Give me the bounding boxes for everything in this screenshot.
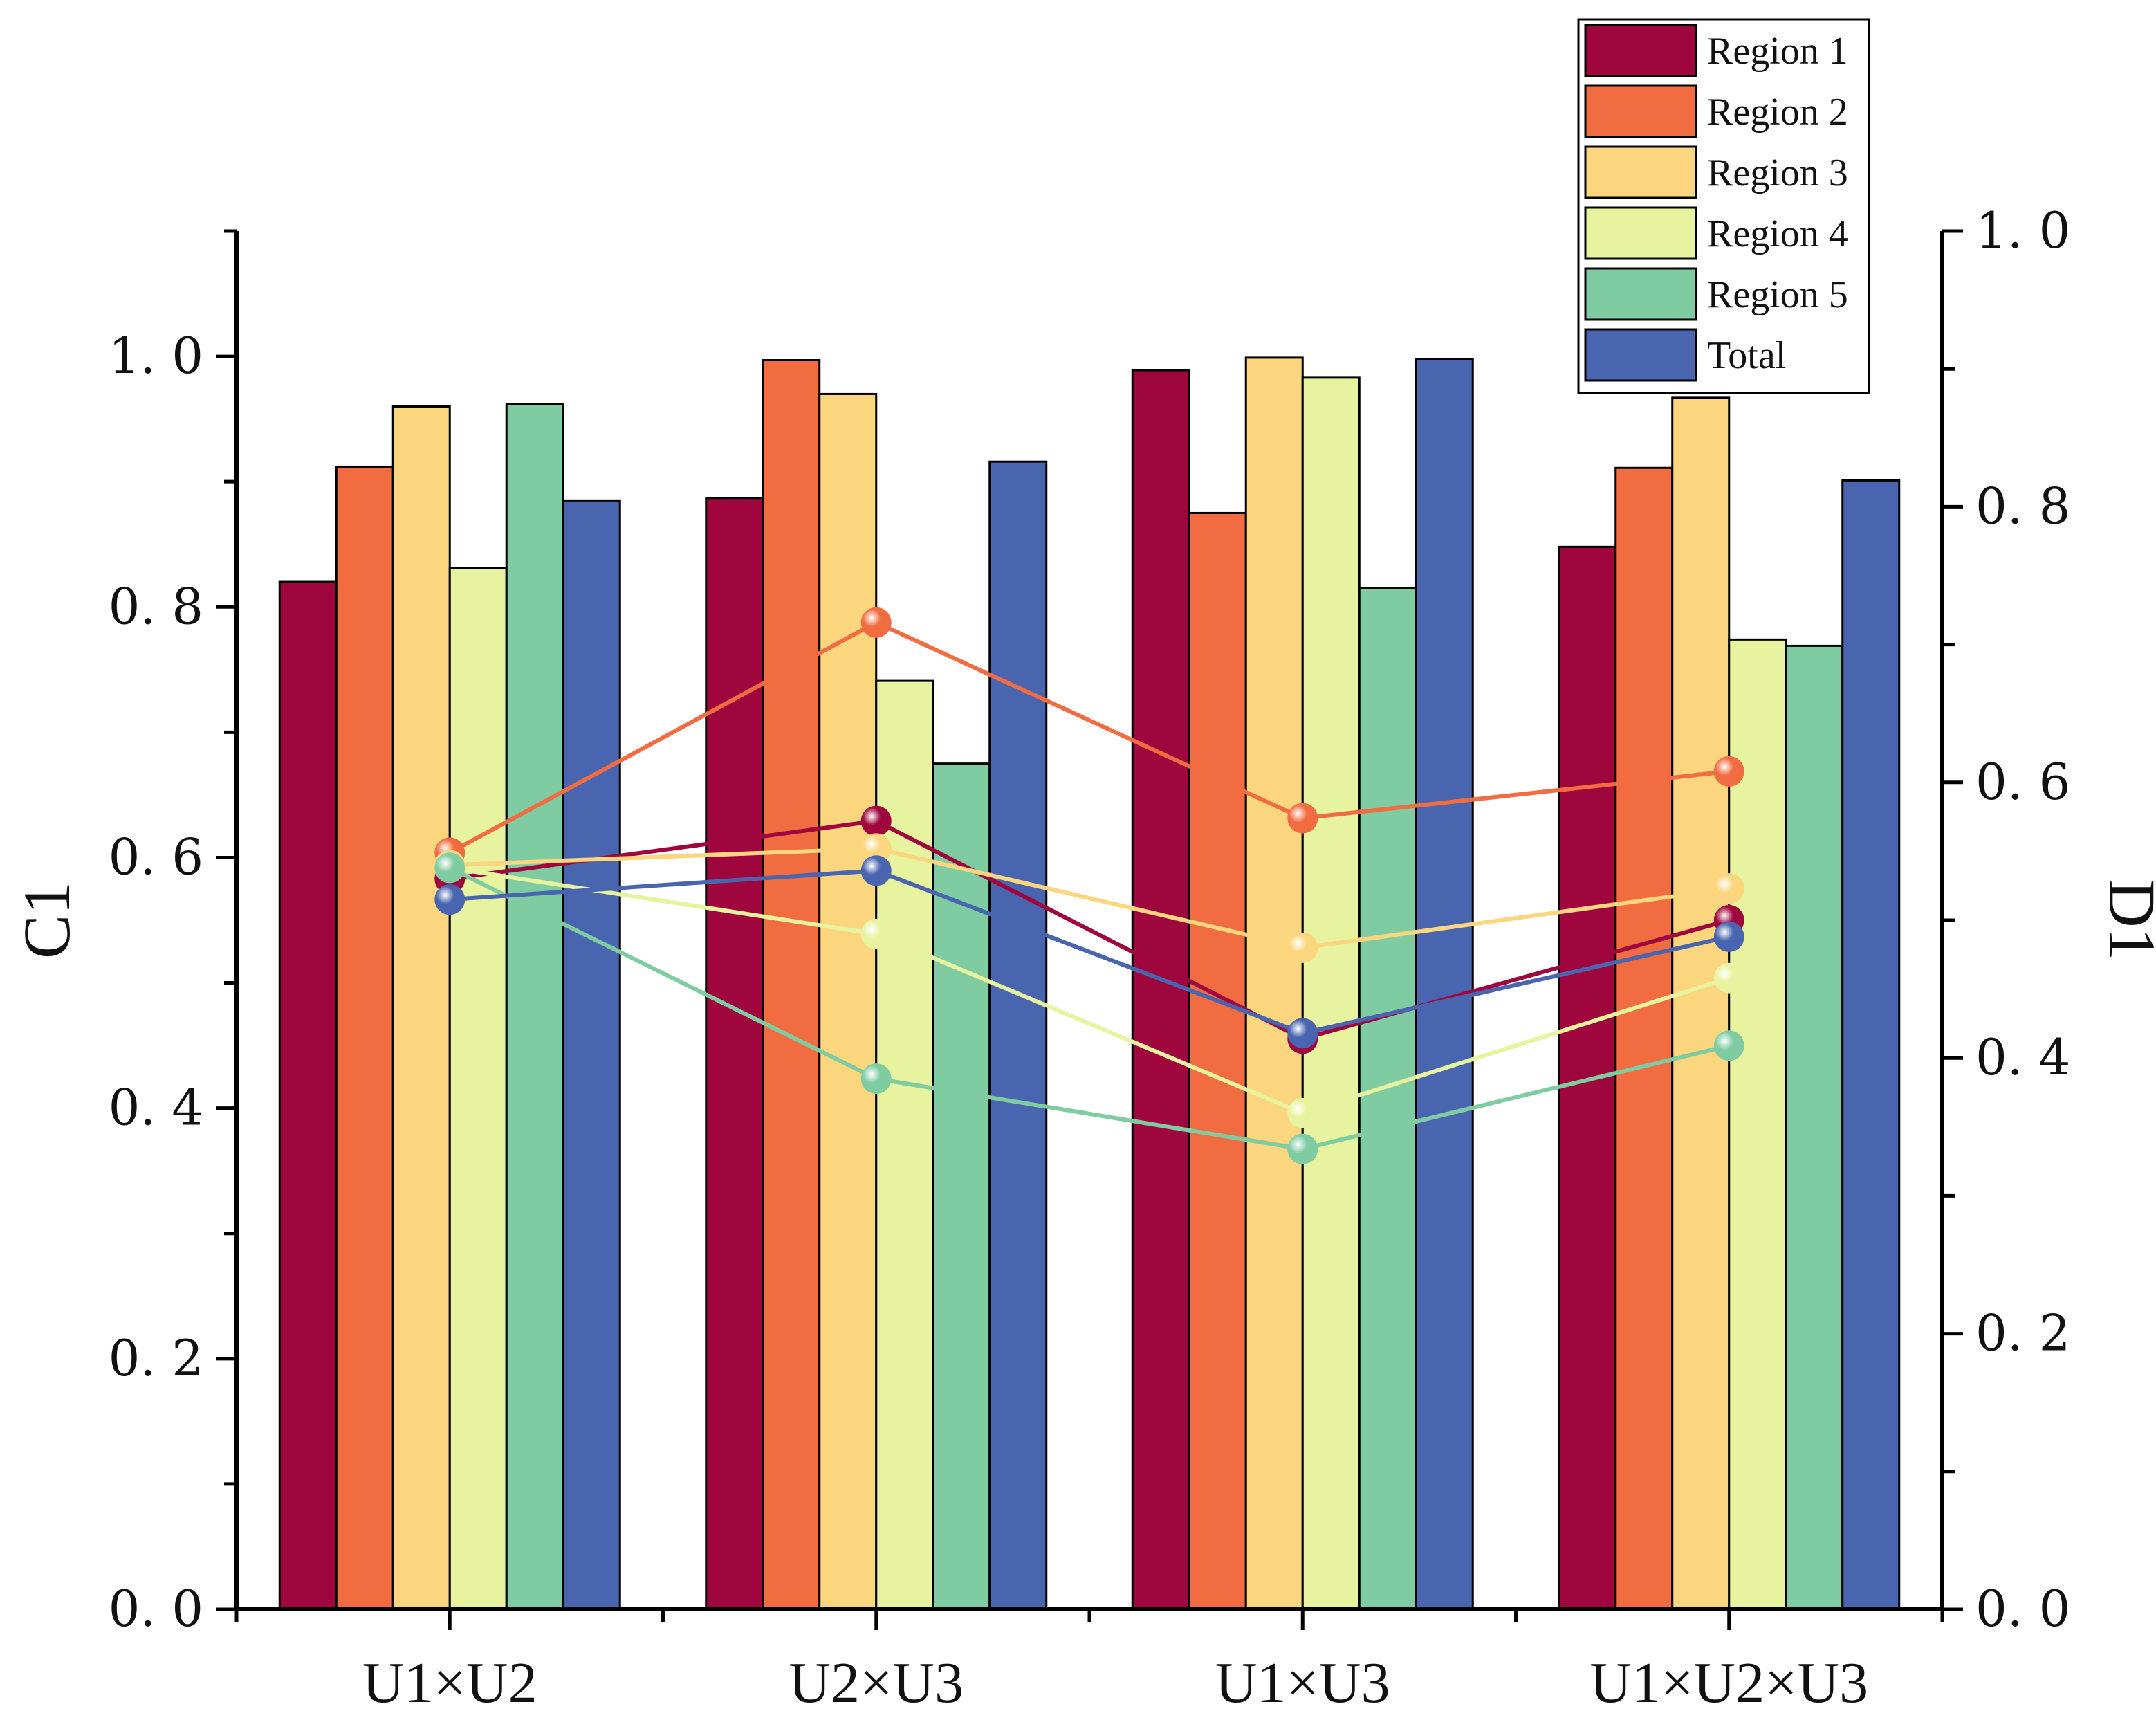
left-tick-label: 0. 8 xyxy=(109,577,203,635)
line-point-4-3 xyxy=(1713,1030,1744,1061)
bar-5-2 xyxy=(1415,358,1474,1611)
line-point-2-2 xyxy=(1287,932,1318,963)
legend-label-2: Region 3 xyxy=(1707,152,1848,194)
bar-2-1 xyxy=(818,392,878,1611)
line-point-2-3 xyxy=(1713,873,1744,904)
y-axis-title: C1 xyxy=(10,881,84,959)
line-point-2-1 xyxy=(860,833,892,864)
line-series-1 xyxy=(448,620,1730,855)
line-point-1-2 xyxy=(1287,803,1318,834)
legend-swatch-1 xyxy=(1584,84,1697,138)
line-series-5 xyxy=(450,868,1730,1036)
bar-4-0 xyxy=(505,403,564,1611)
bar-1-0 xyxy=(335,465,394,1611)
line-point-5-1 xyxy=(860,855,892,886)
right-tick-label: 0. 2 xyxy=(1975,1304,2070,1362)
left-tick-label: 0. 2 xyxy=(109,1329,203,1387)
legend: Region 1 Region 2 Region 3 Region 4 Region 5… xyxy=(1577,18,1870,394)
legend-label-3: Region 4 xyxy=(1707,212,1848,255)
bar-5-0 xyxy=(562,499,621,1611)
bar-0-2 xyxy=(1131,369,1190,1611)
category-label: U1×U2×U3 xyxy=(1590,1651,1868,1715)
bar-5-1 xyxy=(988,460,1048,1611)
right-tick-label: 0. 6 xyxy=(1975,753,2070,811)
bar-1-3 xyxy=(1614,466,1674,1611)
legend-swatch-5 xyxy=(1584,328,1697,382)
line-point-4-1 xyxy=(860,1063,892,1095)
legend-swatch-3 xyxy=(1584,206,1697,260)
right-tick-label: 0. 8 xyxy=(1975,477,2070,535)
bar-2-3 xyxy=(1671,396,1731,1611)
bar-2-0 xyxy=(391,405,451,1611)
line-point-3-1 xyxy=(860,918,892,949)
line-series-2 xyxy=(450,846,1730,950)
legend-label-1: Region 2 xyxy=(1707,91,1848,134)
bar-1-2 xyxy=(1188,511,1247,1611)
bar-0-0 xyxy=(278,580,338,1611)
bar-0-1 xyxy=(705,497,764,1611)
left-tick-label: 1. 0 xyxy=(109,327,203,385)
lines-layer xyxy=(434,607,1744,1164)
bar-4-2 xyxy=(1358,587,1417,1611)
line-point-3-2 xyxy=(1287,1097,1318,1128)
left-tick-label: 0. 4 xyxy=(109,1079,203,1137)
right-tick-label: 0. 0 xyxy=(1975,1580,2070,1638)
bar-3-2 xyxy=(1301,376,1361,1611)
category-label: U2×U3 xyxy=(789,1651,964,1715)
line-point-1-1 xyxy=(860,607,892,638)
bar-1-1 xyxy=(762,359,821,1611)
line-point-5-2 xyxy=(1287,1018,1318,1049)
line-series-0 xyxy=(449,818,1730,1041)
bar-4-1 xyxy=(932,762,991,1611)
legend-label-0: Region 1 xyxy=(1707,30,1848,73)
right-tick-label: 0. 4 xyxy=(1975,1028,2070,1086)
legend-swatch-4 xyxy=(1584,267,1697,321)
legend-swatch-2 xyxy=(1584,145,1697,199)
line-point-3-3 xyxy=(1713,962,1744,994)
line-point-5-0 xyxy=(434,884,466,915)
left-tick-label: 0. 0 xyxy=(109,1580,203,1638)
line-point-5-3 xyxy=(1713,921,1744,952)
bar-3-3 xyxy=(1728,638,1787,1611)
line-series-4 xyxy=(448,866,1730,1151)
legend-label-4: Region 5 xyxy=(1707,273,1848,316)
line-point-4-2 xyxy=(1287,1133,1318,1164)
bar-5-3 xyxy=(1841,479,1901,1611)
bar-3-0 xyxy=(448,567,508,1611)
line-point-4-0 xyxy=(434,852,466,884)
bar-2-2 xyxy=(1244,356,1304,1611)
line-point-1-3 xyxy=(1713,756,1744,787)
y2-axis-title: D1 xyxy=(2095,879,2156,960)
category-label: U1×U2 xyxy=(362,1651,537,1715)
line-point-0-1 xyxy=(860,805,892,836)
bar-4-3 xyxy=(1785,644,1844,1611)
category-label: U1×U3 xyxy=(1215,1651,1390,1715)
axes-layer: 0. 0 0. 2 0. 4 0. 6 0. 8 1. 0 0. 0 0. 2 0. 4 0. 6… xyxy=(10,201,2156,1715)
bars-layer xyxy=(278,356,1901,1611)
line-series-3 xyxy=(449,866,1730,1116)
legend-label-5: Total xyxy=(1707,334,1786,377)
right-tick-label: 1. 0 xyxy=(1975,201,2070,259)
left-tick-label: 0. 6 xyxy=(109,827,203,886)
legend-swatch-0 xyxy=(1584,24,1697,77)
